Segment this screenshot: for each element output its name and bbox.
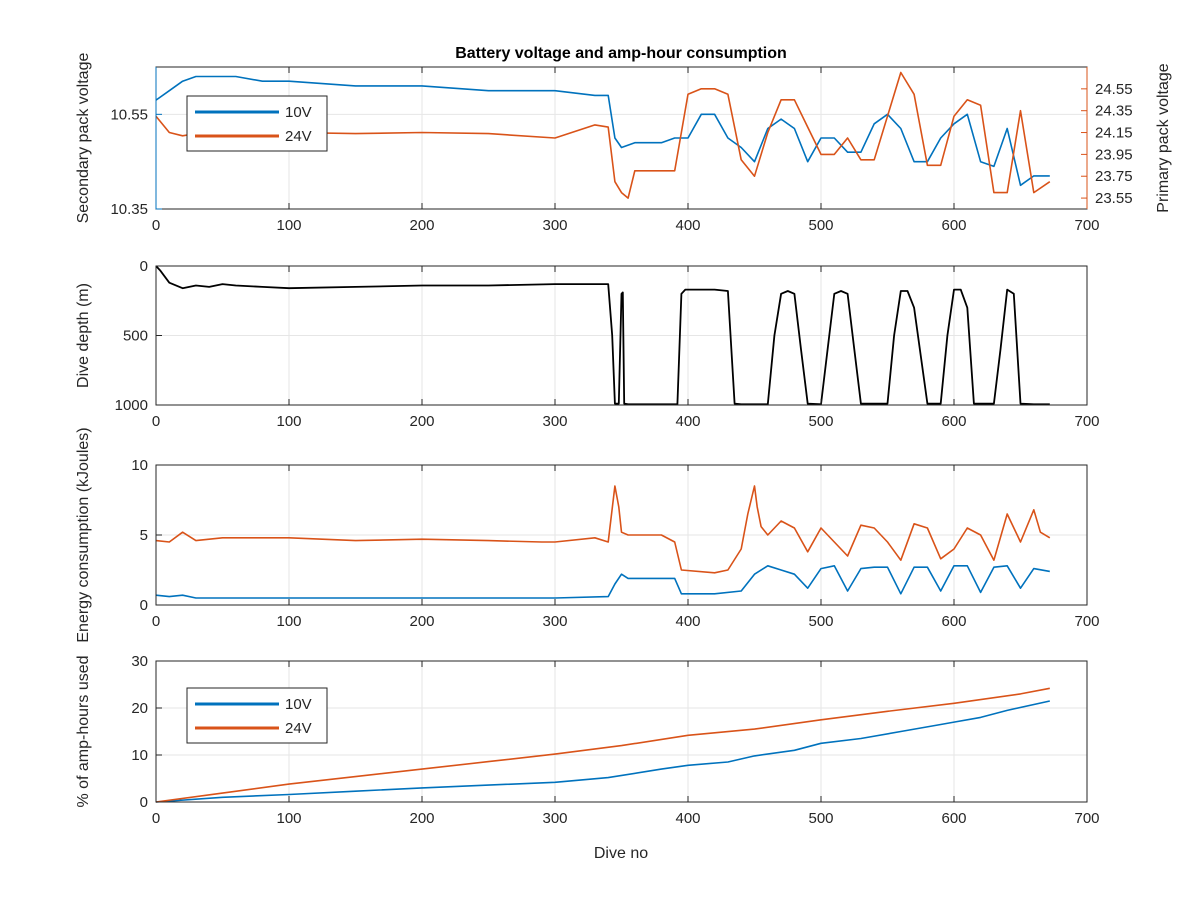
- series-line-2-1: [155, 265, 1050, 406]
- right-y-tick-label: 24.35: [1095, 103, 1133, 120]
- x-tick-label: 700: [1074, 413, 1099, 430]
- x-tick-label: 400: [675, 613, 700, 630]
- x-tick-label: 100: [276, 413, 301, 430]
- y-tick-label: 1000: [115, 397, 148, 414]
- x-tick-label: 700: [1074, 810, 1099, 827]
- x-tick-label: 300: [542, 217, 567, 234]
- x-tick-label: 600: [941, 810, 966, 827]
- x-tick-label: 700: [1074, 613, 1099, 630]
- x-tick-label: 0: [152, 613, 160, 630]
- right-y-tick-label: 23.55: [1095, 190, 1133, 207]
- x-tick-label: 200: [409, 810, 434, 827]
- y-axis-label-4: % of amp-hours used: [75, 655, 92, 807]
- legend-box-1: [186, 95, 328, 152]
- y-tick-label: 500: [123, 328, 148, 345]
- x-tick-label: 300: [542, 810, 567, 827]
- x-tick-label: 300: [542, 613, 567, 630]
- x-tick-label: 200: [409, 613, 434, 630]
- x-tick-label: 500: [808, 217, 833, 234]
- figure-title: Battery voltage and amp-hour consumption: [455, 45, 787, 62]
- y-tick-label: 30: [131, 653, 148, 670]
- x-tick-label: 600: [941, 613, 966, 630]
- x-tick-label: 100: [276, 217, 301, 234]
- right-y-axis-label: Primary pack voltage: [1155, 63, 1172, 212]
- x-tick-label: 0: [152, 413, 160, 430]
- right-y-tick-label: 24.15: [1095, 125, 1133, 142]
- x-tick-label: 500: [808, 613, 833, 630]
- x-tick-label: 400: [675, 413, 700, 430]
- x-tick-label: 100: [276, 613, 301, 630]
- x-tick-label: 500: [808, 413, 833, 430]
- series-line-3-2: [155, 564, 1050, 599]
- series-line-3-1: [155, 485, 1051, 574]
- x-tick-label: 600: [941, 413, 966, 430]
- plot-border-4: [155, 660, 1088, 803]
- y-tick-label: 20: [131, 700, 148, 717]
- series-line-4-24v: [155, 687, 1050, 803]
- x-tick-label: 400: [675, 217, 700, 234]
- y-tick-label: 0: [140, 597, 148, 614]
- y-axis-label-2: Dive depth (m): [75, 283, 92, 388]
- x-tick-label: 500: [808, 810, 833, 827]
- right-y-tick-label: 23.75: [1095, 168, 1133, 185]
- x-tick-label: 300: [542, 413, 567, 430]
- y-tick-label: 5: [140, 527, 148, 544]
- series-line-4-10v: [155, 700, 1050, 803]
- legend-label-24v: 24V: [285, 720, 312, 737]
- y-tick-label: 0: [140, 794, 148, 811]
- x-tick-label: 200: [409, 413, 434, 430]
- x-tick-label: 600: [941, 217, 966, 234]
- x-axis-label: Dive no: [594, 845, 648, 862]
- y-tick-label: 0: [140, 258, 148, 275]
- x-tick-label: 400: [675, 810, 700, 827]
- legend-label-10v: 10V: [285, 104, 312, 121]
- legend-label-10v: 10V: [285, 696, 312, 713]
- legend-box-4: [186, 687, 328, 744]
- x-tick-label: 0: [152, 810, 160, 827]
- series-line-1-10v: [155, 75, 1050, 187]
- right-y-tick-label: 23.95: [1095, 146, 1133, 163]
- y-axis-label-3: Energy consumption (kJoules): [75, 427, 92, 642]
- legend-label-24v: 24V: [285, 128, 312, 145]
- y-tick-label: 10: [131, 747, 148, 764]
- x-tick-label: 100: [276, 810, 301, 827]
- x-tick-label: 700: [1074, 217, 1099, 234]
- x-tick-label: 200: [409, 217, 434, 234]
- y-tick-label: 10.55: [110, 106, 148, 123]
- y-tick-label: 10: [131, 457, 148, 474]
- x-tick-label: 0: [152, 217, 160, 234]
- y-tick-label: 10.35: [110, 201, 148, 218]
- series-line-1-24v: [155, 71, 1051, 199]
- right-y-tick-label: 24.55: [1095, 81, 1133, 98]
- y-axis-label-1: Secondary pack voltage: [75, 53, 92, 224]
